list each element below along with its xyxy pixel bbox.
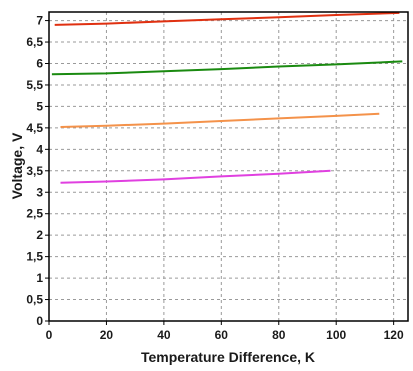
y-tick-label: 0,5 — [26, 293, 43, 307]
y-tick-label: 2,5 — [26, 207, 43, 221]
y-tick-label: 4 — [36, 142, 43, 156]
series-line-3 — [60, 112, 380, 128]
y-tick-label: 2 — [36, 228, 43, 242]
y-axis-title: Voltage, V — [9, 132, 25, 199]
series-line-2 — [51, 60, 403, 76]
y-tick-label: 6 — [36, 57, 43, 71]
axis-ticks: 0 0,5 1 1,5 2 2,5 3 3,5 4 4,5 5 5,5 6 6,5 7 0 20 40 60 80 10… — [26, 14, 404, 342]
y-tick-label: 4,5 — [26, 121, 43, 135]
series-group — [51, 11, 403, 184]
y-tick-label: 1 — [36, 271, 43, 285]
y-tick-label: 6,5 — [26, 35, 43, 49]
x-axis-title: Temperature Difference, K — [141, 349, 315, 365]
x-tick-label: 100 — [326, 328, 346, 342]
x-tick-label: 0 — [46, 328, 53, 342]
x-tick-label: 40 — [157, 328, 171, 342]
series-line-4 — [60, 169, 331, 184]
y-tick-label: 3,5 — [26, 164, 43, 178]
y-tick-label: 7 — [36, 14, 43, 28]
y-tick-label: 1,5 — [26, 250, 43, 264]
plot-frame — [48, 11, 409, 322]
x-tick-label: 60 — [215, 328, 229, 342]
y-tick-label: 3 — [36, 185, 43, 199]
y-tick-label: 5 — [36, 99, 43, 113]
series-line-1 — [54, 11, 400, 26]
x-tick-label: 20 — [100, 328, 114, 342]
y-tick-label: 0 — [36, 314, 43, 328]
grid — [49, 12, 408, 321]
y-tick-label: 5,5 — [26, 78, 43, 92]
x-tick-label: 120 — [384, 328, 404, 342]
x-tick-label: 80 — [272, 328, 286, 342]
